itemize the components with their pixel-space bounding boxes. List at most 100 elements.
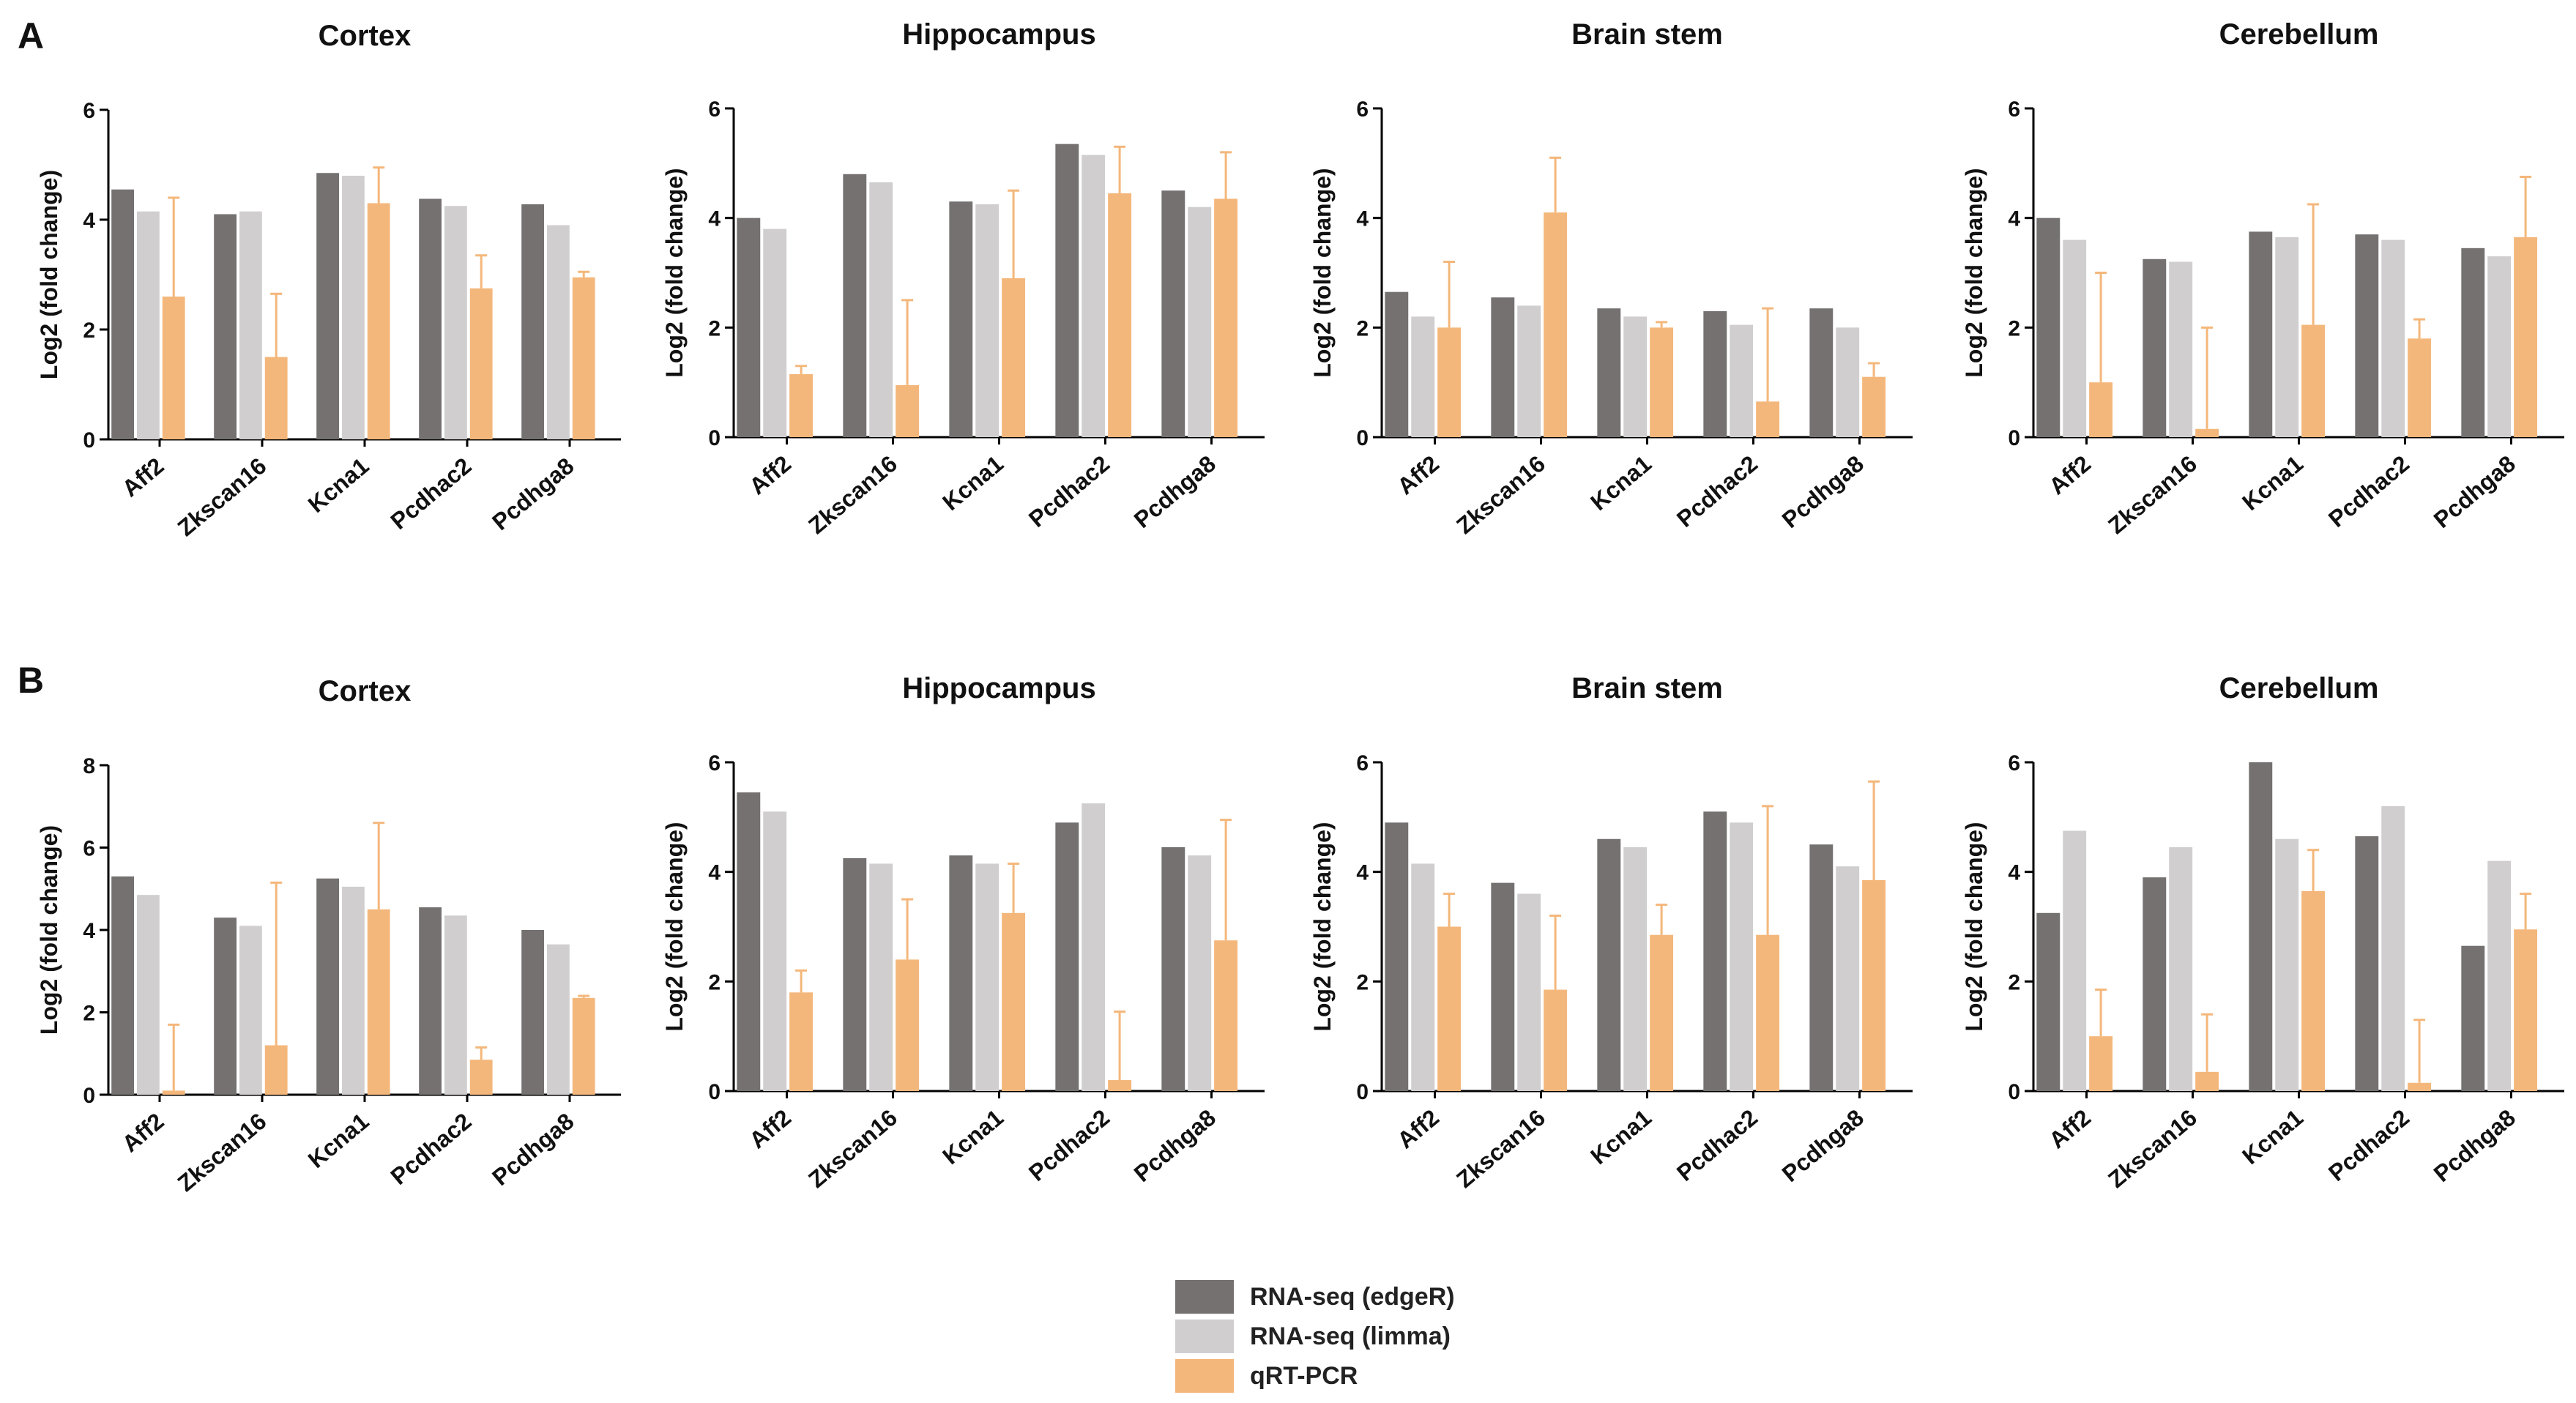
bar-qpcr-kcna1	[1002, 278, 1026, 437]
bar-edger-zkscan16	[843, 857, 867, 1091]
legend-label-limma: RNA-seq (limma)	[1250, 1322, 1451, 1350]
bar-limma-pcdhac2	[2381, 805, 2405, 1091]
bar-edger-aff2	[111, 189, 134, 439]
y-axis-label: Log2 (fold change)	[1309, 822, 1336, 1031]
y-tick-label: 6	[1356, 751, 1369, 775]
y-tick-label: 0	[2008, 426, 2020, 450]
y-tick-label: 4	[83, 919, 95, 943]
bar-qpcr-pcdhga8	[2514, 237, 2538, 437]
legend-item-edger: RNA-seq (edgeR)	[1175, 1278, 1455, 1316]
panel-label-a: A	[18, 15, 45, 56]
x-tick-label-pcdhga8: Pcdhga8	[2429, 450, 2520, 533]
legend-swatch-edger	[1175, 1280, 1234, 1314]
y-tick-label: 0	[1356, 426, 1369, 450]
x-tick-label-kcna1: Kcna1	[303, 1108, 374, 1173]
bar-qpcr-pcdhac2	[469, 1060, 493, 1095]
bar-qpcr-pcdhac2	[1108, 1080, 1132, 1091]
chart-title: Cortex	[319, 20, 412, 52]
bar-edger-kcna1	[316, 173, 339, 439]
x-tick-label-kcna1: Kcna1	[937, 450, 1008, 516]
bar-limma-pcdhac2	[1082, 803, 1106, 1091]
bar-edger-pcdhga8	[1809, 844, 1834, 1091]
chart-6: Brain stem Log2 (fold change) 0 2 4 6 Aff2 Zksc…	[1309, 672, 1913, 1193]
bar-qpcr-pcdhga8	[1862, 879, 1886, 1091]
chart-title: Hippocampus	[902, 18, 1095, 51]
y-tick-label: 2	[2008, 970, 2020, 994]
bar-edger-zkscan16	[2143, 877, 2167, 1091]
legend-swatch-limma	[1175, 1320, 1234, 1353]
bar-edger-pcdhac2	[1055, 822, 1079, 1091]
bar-edger-kcna1	[316, 878, 339, 1095]
legend: RNA-seq (edgeR) RNA-seq (limma) qRT-PCR	[1175, 1278, 1455, 1396]
bar-edger-pcdhac2	[1055, 144, 1079, 437]
y-tick-label: 4	[2008, 207, 2020, 231]
bar-edger-aff2	[737, 217, 761, 437]
y-tick-label: 6	[708, 751, 721, 775]
x-tick-label-zkscan16: Zkscan16	[803, 1104, 902, 1193]
bar-edger-zkscan16	[2143, 258, 2167, 437]
bar-limma-kcna1	[2275, 237, 2299, 437]
x-tick-label-pcdhga8: Pcdhga8	[1129, 1104, 1221, 1187]
bar-edger-zkscan16	[1491, 297, 1515, 437]
y-axis-label: Log2 (fold change)	[661, 822, 688, 1031]
bar-qpcr-pcdhac2	[469, 288, 493, 439]
bar-limma-pcdhga8	[547, 225, 570, 439]
legend-item-limma: RNA-seq (limma)	[1175, 1317, 1455, 1355]
x-tick-label-pcdhga8: Pcdhga8	[2429, 1104, 2520, 1187]
bar-limma-pcdhac2	[444, 206, 467, 439]
chart-title: Cortex	[319, 675, 412, 707]
y-axis-label: Log2 (fold change)	[1961, 168, 1987, 377]
bar-qpcr-zkscan16	[2195, 1071, 2219, 1091]
bar-qpcr-kcna1	[1002, 912, 1026, 1091]
bar-limma-kcna1	[1623, 316, 1648, 437]
bar-limma-kcna1	[975, 863, 999, 1091]
chart-title: Hippocampus	[902, 672, 1095, 704]
y-axis-label: Log2 (fold change)	[36, 170, 62, 379]
x-tick-label-pcdhac2: Pcdhac2	[386, 1108, 477, 1190]
x-tick-label-pcdhac2: Pcdhac2	[386, 453, 477, 535]
bar-edger-aff2	[2036, 912, 2061, 1091]
chart-4: Cortex Log2 (fold change) 0 2 4 6 8 Aff2 Zkscan1…	[36, 675, 621, 1197]
bar-limma-zkscan16	[1517, 305, 1541, 437]
bar-edger-kcna1	[949, 855, 973, 1091]
bar-edger-pcdhga8	[1809, 308, 1834, 437]
bar-limma-kcna1	[342, 176, 365, 439]
bar-edger-zkscan16	[1491, 882, 1515, 1091]
bar-limma-aff2	[2063, 239, 2087, 437]
x-tick-label-aff2: Aff2	[744, 450, 796, 500]
bar-qpcr-zkscan16	[1544, 989, 1568, 1091]
y-tick-label: 8	[83, 754, 95, 778]
bar-qpcr-zkscan16	[896, 959, 920, 1091]
y-tick-label: 4	[708, 207, 721, 231]
bar-qpcr-pcdhac2	[1108, 193, 1132, 437]
bar-limma-zkscan16	[239, 926, 262, 1095]
x-tick-label-kcna1: Kcna1	[2237, 1104, 2308, 1169]
bar-limma-pcdhga8	[547, 944, 570, 1095]
x-tick-label-kcna1: Kcna1	[937, 1104, 1008, 1169]
y-tick-label: 0	[708, 1080, 721, 1104]
bar-qpcr-pcdhac2	[2408, 338, 2432, 437]
y-axis-label: Log2 (fold change)	[1309, 168, 1336, 377]
panel-label-b: B	[18, 660, 45, 701]
bar-edger-aff2	[2036, 217, 2061, 437]
x-tick-label-pcdhac2: Pcdhac2	[1672, 1104, 1762, 1186]
bar-qpcr-zkscan16	[264, 357, 288, 439]
bar-limma-zkscan16	[1517, 893, 1541, 1091]
bar-limma-pcdhac2	[1730, 822, 1754, 1091]
bar-qpcr-kcna1	[2301, 890, 2326, 1091]
bar-edger-kcna1	[2249, 762, 2273, 1091]
bar-edger-pcdhac2	[2355, 836, 2379, 1091]
y-tick-label: 4	[708, 861, 721, 885]
bar-limma-aff2	[763, 228, 787, 437]
bar-qpcr-zkscan16	[264, 1045, 288, 1095]
bar-qpcr-zkscan16	[2195, 428, 2219, 437]
bar-qpcr-pcdhga8	[2514, 929, 2538, 1091]
x-tick-label-kcna1: Kcna1	[2237, 450, 2308, 516]
bar-limma-aff2	[1411, 316, 1435, 437]
bar-edger-pcdhga8	[1161, 846, 1185, 1091]
y-tick-label: 2	[2008, 316, 2020, 340]
bar-qpcr-aff2	[2089, 382, 2113, 437]
y-tick-label: 2	[83, 1002, 95, 1026]
x-tick-label-aff2: Aff2	[2044, 1104, 2096, 1154]
bar-qpcr-kcna1	[2301, 324, 2326, 437]
